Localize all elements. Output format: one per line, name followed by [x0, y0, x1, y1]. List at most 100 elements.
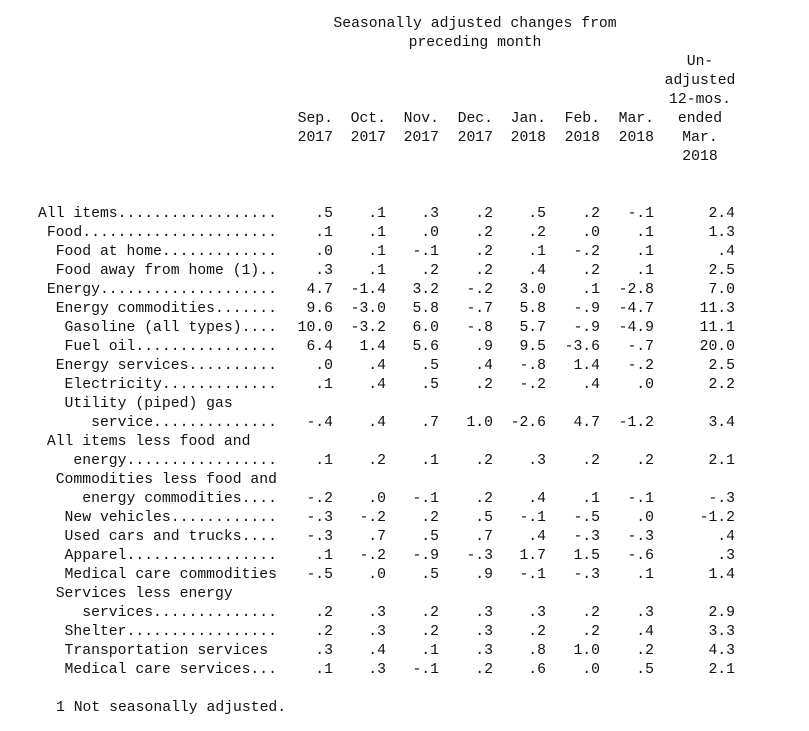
monthly-value: .0: [368, 491, 386, 507]
unadjusted-value: 2.9: [708, 605, 735, 621]
unadjusted-value: 2.2: [708, 377, 735, 393]
monthly-value: .2: [636, 643, 654, 659]
monthly-value: .0: [636, 510, 654, 526]
monthly-value: -2.8: [618, 282, 654, 298]
monthly-value: .3: [368, 624, 386, 640]
monthly-value: -.7: [466, 301, 493, 317]
monthly-value: -.9: [573, 301, 600, 317]
monthly-value: .2: [315, 624, 333, 640]
month-header-3: Dec.: [457, 111, 493, 127]
monthly-value: .0: [315, 358, 333, 374]
year-header-0: 2017: [297, 130, 333, 146]
monthly-value: .2: [475, 244, 493, 260]
monthly-value: 10.0: [297, 320, 333, 336]
monthly-value: -2.6: [510, 415, 546, 431]
monthly-value: .5: [315, 206, 333, 222]
monthly-value: .5: [421, 529, 439, 545]
monthly-value: .8: [528, 643, 546, 659]
monthly-value: .7: [421, 415, 439, 431]
header-title-line-2: preceding month: [408, 35, 542, 51]
monthly-value: .2: [475, 491, 493, 507]
unadjusted-header-line-2: 12-mos.: [669, 92, 731, 108]
monthly-value: .2: [421, 605, 439, 621]
monthly-value: .4: [368, 643, 386, 659]
monthly-value: -3.2: [350, 320, 386, 336]
row-label: Commodities less food and: [55, 472, 277, 488]
monthly-value: -.7: [627, 339, 654, 355]
monthly-value: 4.7: [573, 415, 600, 431]
monthly-value: 9.5: [519, 339, 546, 355]
monthly-value: -.2: [306, 491, 333, 507]
monthly-value: -.4: [306, 415, 333, 431]
unadjusted-header-line-4: Mar.: [682, 130, 718, 146]
monthly-value: .1: [421, 453, 439, 469]
monthly-value: -.8: [466, 320, 493, 336]
row-label: All items less food and: [46, 434, 251, 450]
unadjusted-header-line-0: Un-: [686, 54, 714, 70]
table-row: New vehicles............ -.3 -.2 .2 .5 -.1 -.5…: [38, 509, 735, 528]
month-header-5: Feb.: [564, 111, 600, 127]
monthly-value: .4: [528, 491, 546, 507]
monthly-value: .1: [528, 244, 546, 260]
year-header-6: 2018: [618, 130, 654, 146]
table-row: service.............. -.4 .4 .7 1.0 -2.6 4.7 -1…: [38, 414, 735, 433]
monthly-value: -.3: [573, 529, 600, 545]
monthly-value: 3.2: [412, 282, 439, 298]
monthly-value: 3.0: [519, 282, 546, 298]
unadjusted-value: 7.0: [708, 282, 735, 298]
unadjusted-value: 2.1: [708, 453, 735, 469]
row-label: Used cars and trucks....: [64, 529, 277, 545]
monthly-value: -.8: [519, 358, 546, 374]
year-header-3: 2017: [457, 130, 493, 146]
table-row: Services less energy: [38, 585, 277, 604]
monthly-value: .2: [582, 624, 600, 640]
row-label: Food......................: [46, 225, 277, 241]
monthly-value: 1.4: [359, 339, 386, 355]
unadjusted-value: 3.3: [708, 624, 735, 640]
monthly-value: .2: [421, 624, 439, 640]
table-row: Energy commodities....... 9.6 -3.0 5.8 -.7 5.…: [38, 300, 735, 319]
monthly-value: .0: [368, 567, 386, 583]
monthly-value: -.1: [412, 244, 439, 260]
month-header-2: Nov.: [403, 111, 439, 127]
monthly-value: .1: [368, 263, 386, 279]
row-label: service..............: [91, 415, 277, 431]
monthly-value: .1: [315, 377, 333, 393]
row-label: Services less energy: [55, 586, 233, 602]
monthly-value: .2: [475, 225, 493, 241]
unadjusted-value: 2.5: [708, 358, 735, 374]
monthly-value: 1.7: [519, 548, 546, 564]
unadjusted-value: 3.4: [708, 415, 735, 431]
monthly-value: .4: [368, 377, 386, 393]
monthly-value: 9.6: [306, 301, 333, 317]
monthly-value: .1: [368, 225, 386, 241]
unadjusted-value: .3: [717, 548, 735, 564]
monthly-value: .0: [315, 244, 333, 260]
monthly-value: -4.9: [618, 320, 654, 336]
monthly-value: .0: [421, 225, 439, 241]
table-row: Gasoline (all types).... 10.0 -3.2 6.0 -.8 5.…: [38, 319, 735, 338]
monthly-value: 4.7: [306, 282, 333, 298]
table-row: Commodities less food and: [38, 471, 277, 490]
table-row: Medical care commodities -.5 .0 .5 .9 -.1 -.3.…: [38, 566, 735, 585]
unadjusted-value: 2.4: [708, 206, 735, 222]
unadjusted-header-line-1: adjusted: [664, 73, 736, 89]
monthly-value: .2: [421, 263, 439, 279]
year-header-1: 2017: [350, 130, 386, 146]
monthly-value: .1: [315, 453, 333, 469]
unadjusted-value: 11.3: [699, 301, 735, 317]
monthly-value: 1.5: [573, 548, 600, 564]
monthly-value: .2: [421, 510, 439, 526]
monthly-value: .2: [368, 453, 386, 469]
monthly-value: .3: [421, 206, 439, 222]
row-label: Medical care commodities: [64, 567, 277, 583]
table-row: Medical care services... .1 .3 -.1 .2 .6 .0 .5 2…: [38, 661, 735, 680]
monthly-value: .5: [528, 206, 546, 222]
monthly-value: .1: [421, 643, 439, 659]
table-row: All items less food and: [38, 433, 277, 452]
monthly-value: .2: [475, 263, 493, 279]
monthly-value: .4: [368, 358, 386, 374]
month-header-4: Jan.: [510, 111, 546, 127]
row-label: New vehicles............: [64, 510, 277, 526]
row-label: Food at home.............: [55, 244, 277, 260]
